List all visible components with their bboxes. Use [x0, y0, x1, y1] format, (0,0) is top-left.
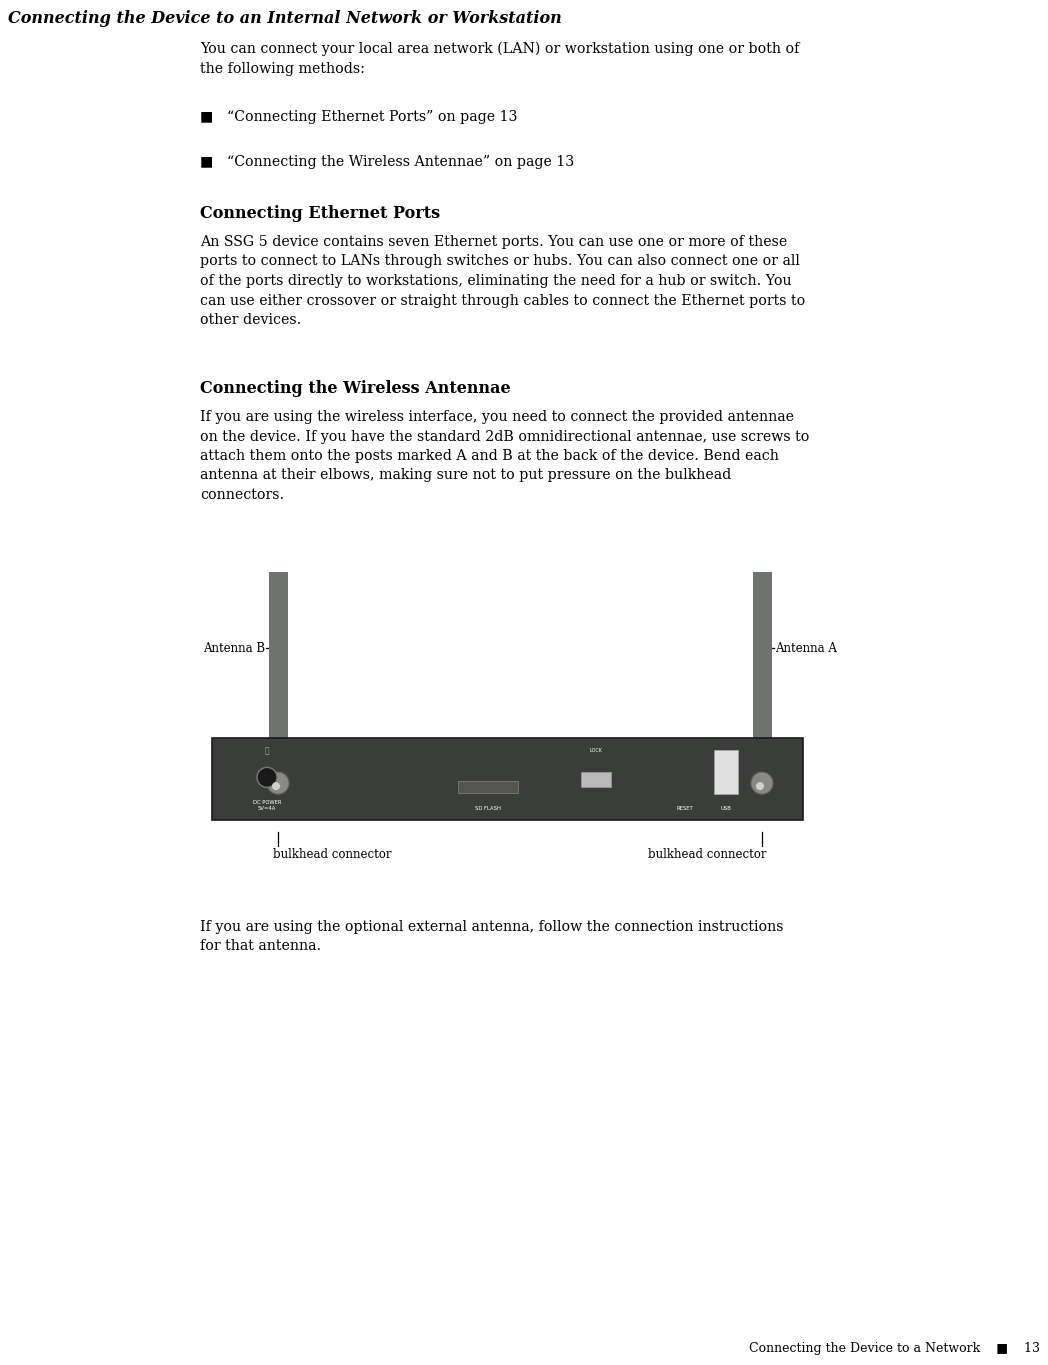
- Bar: [714, 751, 738, 794]
- Circle shape: [756, 782, 764, 790]
- Text: USB: USB: [721, 805, 732, 811]
- Text: Connecting the Device to a Network    ■    13: Connecting the Device to a Network ■ 13: [749, 1342, 1040, 1355]
- Text: RESET: RESET: [676, 805, 693, 811]
- Circle shape: [272, 782, 280, 790]
- Text: An SSG 5 device contains seven Ethernet ports. You can use one or more of these
: An SSG 5 device contains seven Ethernet …: [200, 235, 805, 328]
- Text: Antenna A: Antenna A: [776, 642, 837, 654]
- Text: You can connect your local area network (LAN) or workstation using one or both o: You can connect your local area network …: [200, 42, 800, 76]
- Text: ⏻: ⏻: [265, 747, 269, 755]
- Bar: [752, 572, 771, 820]
- Text: bulkhead connector: bulkhead connector: [272, 848, 392, 861]
- Text: Connecting the Device to an Internal Network or Workstation: Connecting the Device to an Internal Net…: [8, 10, 562, 27]
- Text: bulkhead connector: bulkhead connector: [649, 848, 767, 861]
- Bar: [268, 572, 287, 820]
- Bar: [582, 773, 611, 788]
- Text: DC POWER
5V=4A: DC POWER 5V=4A: [253, 800, 281, 811]
- Text: Connecting the Wireless Antennae: Connecting the Wireless Antennae: [200, 379, 510, 397]
- Circle shape: [751, 773, 773, 794]
- Text: Connecting Ethernet Ports: Connecting Ethernet Ports: [200, 205, 440, 222]
- Text: Antenna B: Antenna B: [203, 642, 265, 654]
- Text: ■   “Connecting Ethernet Ports” on page 13: ■ “Connecting Ethernet Ports” on page 13: [200, 111, 518, 124]
- Text: LOCK: LOCK: [590, 748, 603, 753]
- Text: SD FLASH: SD FLASH: [475, 805, 501, 811]
- Bar: [458, 781, 518, 793]
- Circle shape: [257, 767, 277, 788]
- Text: If you are using the optional external antenna, follow the connection instructio: If you are using the optional external a…: [200, 920, 784, 954]
- Bar: [212, 738, 803, 820]
- Text: ■   “Connecting the Wireless Antennae” on page 13: ■ “Connecting the Wireless Antennae” on …: [200, 156, 574, 169]
- Circle shape: [267, 773, 289, 794]
- Text: If you are using the wireless interface, you need to connect the provided antenn: If you are using the wireless interface,…: [200, 410, 809, 502]
